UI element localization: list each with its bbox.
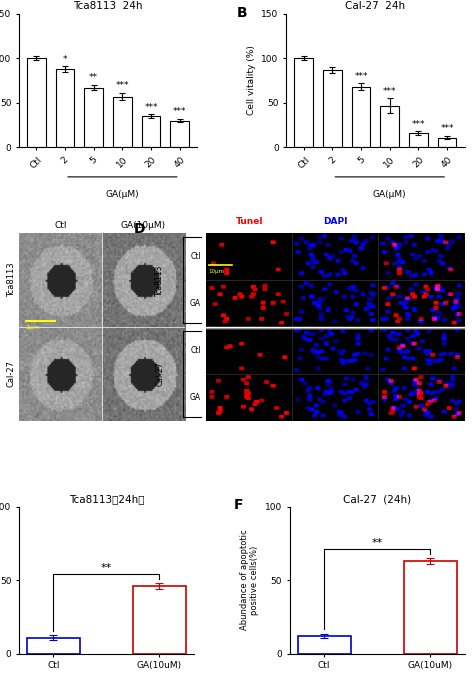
Text: Merge: Merge (405, 217, 438, 226)
Text: DAPI: DAPI (323, 217, 347, 226)
Y-axis label: Cell vitality (%): Cell vitality (%) (247, 46, 256, 116)
Bar (294, 59, 313, 148)
Text: 2μm: 2μm (26, 325, 40, 330)
Text: ***: *** (355, 72, 368, 80)
Text: **: ** (89, 74, 98, 82)
Text: **: ** (372, 538, 383, 548)
Text: Tunel: Tunel (236, 217, 263, 226)
Bar (84, 88, 103, 148)
Text: ***: *** (412, 120, 425, 129)
Text: ***: *** (383, 86, 396, 96)
Text: Cal-27: Cal-27 (155, 362, 164, 386)
Text: 10μm: 10μm (209, 269, 225, 274)
Text: B: B (237, 5, 247, 20)
Title: Tca8113  24h: Tca8113 24h (73, 1, 143, 12)
Title: Cal-27  (24h): Cal-27 (24h) (343, 494, 411, 505)
Bar (298, 636, 351, 654)
Text: GA(μM): GA(μM) (373, 190, 407, 200)
Bar (171, 121, 189, 148)
Text: Tca8113: Tca8113 (155, 264, 164, 296)
Bar (27, 59, 46, 148)
Text: ***: *** (116, 81, 129, 91)
Text: ***: *** (145, 103, 158, 112)
Bar (142, 116, 160, 148)
Text: GA(μM): GA(μM) (106, 190, 139, 200)
Bar (113, 97, 132, 148)
Bar (409, 133, 428, 148)
Bar (133, 586, 186, 654)
Text: **: ** (100, 563, 112, 573)
Bar (438, 138, 456, 148)
Text: GA(10μM): GA(10μM) (121, 221, 166, 229)
Text: GA: GA (190, 393, 201, 402)
Text: Ctl: Ctl (54, 221, 67, 229)
Text: ***: *** (440, 124, 454, 133)
Bar (27, 637, 80, 654)
Bar (404, 561, 456, 654)
Text: *: * (63, 54, 67, 63)
Text: GA: GA (190, 299, 201, 308)
Text: Ctl: Ctl (191, 252, 201, 262)
Text: Ctl: Ctl (191, 346, 201, 355)
Bar (323, 70, 342, 148)
Bar (381, 106, 399, 148)
Title: Tca8113（24h）: Tca8113（24h） (69, 494, 144, 505)
Text: ***: *** (173, 107, 186, 116)
Text: Cal-27: Cal-27 (7, 360, 16, 387)
Bar (56, 69, 74, 148)
Text: D: D (134, 222, 146, 236)
Text: Tca8113: Tca8113 (7, 263, 16, 298)
Text: F: F (234, 498, 243, 511)
Title: Cal-27  24h: Cal-27 24h (346, 1, 405, 12)
Bar (352, 86, 370, 148)
Y-axis label: Abundance of apoptotic
positive cells(%): Abundance of apoptotic positive cells(%) (240, 530, 259, 631)
